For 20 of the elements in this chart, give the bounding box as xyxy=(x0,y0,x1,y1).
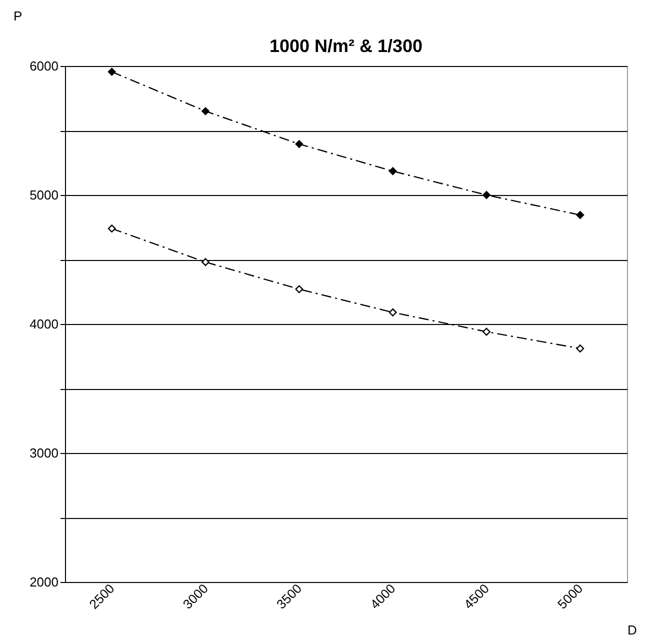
y-tick-label: 6000 xyxy=(30,58,58,74)
point xyxy=(108,68,116,76)
point xyxy=(295,285,304,294)
point xyxy=(202,107,210,116)
point xyxy=(202,258,210,266)
y-tick-label: 4000 xyxy=(30,316,58,332)
chart-title: 1000 N/m² & 1/300 xyxy=(269,36,423,56)
point xyxy=(295,140,304,148)
point xyxy=(482,328,490,336)
y-tick-label: 3000 xyxy=(30,446,58,460)
point xyxy=(576,211,584,219)
y-axis-title: P xyxy=(14,8,22,24)
point xyxy=(108,224,116,232)
point xyxy=(576,344,584,352)
y-tick-label: 5000 xyxy=(30,188,58,202)
y-tick-label: 2000 xyxy=(30,574,58,590)
point xyxy=(388,308,397,316)
point xyxy=(482,191,490,199)
x-axis-title: D xyxy=(628,622,637,637)
point xyxy=(388,167,397,176)
